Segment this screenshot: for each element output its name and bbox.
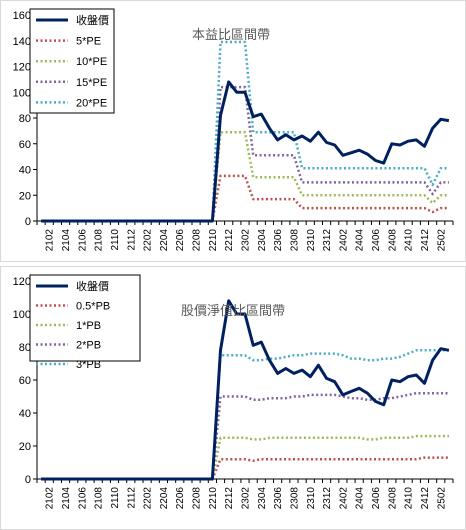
x-tick-label: 2406 xyxy=(371,487,382,510)
x-tick-label: 2308 xyxy=(289,229,300,252)
x-tick-label: 2402 xyxy=(338,229,349,252)
x-tick-label: 2112 xyxy=(126,487,137,509)
legend-box xyxy=(29,274,141,362)
y-tick-label: 0 xyxy=(25,216,31,228)
x-tick-label: 2106 xyxy=(77,229,88,252)
x-tick-label: 2104 xyxy=(61,229,72,252)
x-tick-label: 2212 xyxy=(224,487,235,510)
x-tick-label: 2304 xyxy=(257,487,268,510)
x-tick-label: 2102 xyxy=(45,487,56,510)
x-tick-label: 2208 xyxy=(192,487,203,510)
legend-label: 3*PB xyxy=(76,359,101,371)
x-tick-label: 2308 xyxy=(289,487,300,510)
y-tick-label: 120 xyxy=(13,276,31,288)
y-tick-label: 80 xyxy=(19,342,31,354)
x-tick-label: 2302 xyxy=(241,229,252,252)
x-tick-label: 2304 xyxy=(257,229,268,252)
legend-label: 0.5*PB xyxy=(76,301,110,313)
x-tick-label: 2204 xyxy=(159,229,170,252)
x-tick-label: 2206 xyxy=(175,487,186,510)
x-tick-label: 2302 xyxy=(241,487,252,510)
x-tick-label: 2106 xyxy=(77,487,88,510)
x-tick-label: 2202 xyxy=(143,487,154,510)
legend: 收盤價 0.5*PB 1*PB 2*PB 3*PB xyxy=(29,274,141,371)
y-tick-label: 40 xyxy=(19,408,31,420)
chart-title: 股價淨值比區間帶 xyxy=(181,303,285,318)
x-tick-label: 2104 xyxy=(61,487,72,510)
x-tick-label: 2312 xyxy=(322,487,333,510)
pe-band-chart-svg: 0 20 40 60 80 100 120 140 160 2102 2104 2106 2108 211… xyxy=(13,8,454,252)
legend-label: 2*PB xyxy=(76,340,101,352)
x-tick-label: 2502 xyxy=(436,229,447,252)
x-tick-label: 2202 xyxy=(143,229,154,252)
x-tick-label: 2412 xyxy=(420,229,431,252)
x-tick-label: 2110 xyxy=(110,229,121,251)
series-line-收盤價 xyxy=(41,80,450,223)
y-tick-label: 60 xyxy=(19,375,31,387)
legend-label: 10*PE xyxy=(76,56,107,68)
x-tick-label: 2310 xyxy=(306,229,317,252)
x-tick-label: 2312 xyxy=(322,229,333,252)
y-tick-label: 20 xyxy=(19,441,31,453)
x-tick-label: 2410 xyxy=(404,229,415,252)
x-tick-label: 2110 xyxy=(110,487,121,509)
y-tick-label: 80 xyxy=(19,113,31,125)
x-tick-label: 2408 xyxy=(387,487,398,510)
x-tick-label: 2112 xyxy=(126,229,137,251)
y-tick-label: 60 xyxy=(19,139,31,151)
legend-label: 15*PE xyxy=(76,77,107,89)
x-tick-label: 2206 xyxy=(175,229,186,252)
legend: 收盤價 5*PE 10*PE 15*PE 20*PE xyxy=(29,8,115,114)
x-tick-label: 2408 xyxy=(387,229,398,252)
y-tick-label: 120 xyxy=(13,62,31,74)
y-tick-label: 20 xyxy=(19,190,31,202)
x-tick-label: 2108 xyxy=(94,229,105,252)
x-tick-label: 2410 xyxy=(404,487,415,510)
x-tick-label: 2306 xyxy=(273,487,284,510)
series-line-收盤價 xyxy=(41,299,450,481)
y-tick-label: 40 xyxy=(19,165,31,177)
x-tick-label: 2204 xyxy=(159,487,170,510)
x-tick-label: 2102 xyxy=(45,229,56,252)
y-tick-label: 140 xyxy=(13,36,31,48)
x-tick-label: 2306 xyxy=(273,229,284,252)
x-tick-label: 2404 xyxy=(355,487,366,510)
y-tick-label: 160 xyxy=(13,10,31,22)
y-tick-label: 100 xyxy=(13,309,31,321)
x-tick-label: 2402 xyxy=(338,487,349,510)
legend-label: 收盤價 xyxy=(76,279,109,293)
x-tick-label: 2412 xyxy=(420,487,431,510)
x-tick-label: 2210 xyxy=(208,229,219,252)
x-tick-label: 2212 xyxy=(224,229,235,252)
legend-label: 收盤價 xyxy=(76,13,109,27)
pe-band-chart: 0 20 40 60 80 100 120 140 160 2102 2104 2106 2108 211… xyxy=(0,0,466,262)
x-tick-label: 2210 xyxy=(208,487,219,510)
legend-label: 1*PB xyxy=(76,320,101,332)
legend-label: 20*PE xyxy=(76,97,107,109)
chart-title: 本益比區間帶 xyxy=(192,27,270,42)
x-tick-label: 2310 xyxy=(306,487,317,510)
y-tick-label: 0 xyxy=(25,474,31,486)
pb-band-chart-svg: 0 20 40 60 80 100 120 2102 2104 2106 2108 2110 2112 2… xyxy=(13,274,454,510)
legend-box xyxy=(29,8,115,114)
x-tick-label: 2108 xyxy=(94,487,105,510)
x-tick-label: 2406 xyxy=(371,229,382,252)
pb-band-chart: 0 20 40 60 80 100 120 2102 2104 2106 2108 2110 2112 2… xyxy=(0,266,466,530)
legend-label: 5*PE xyxy=(76,36,101,48)
y-tick-label: 100 xyxy=(13,87,31,99)
x-tick-label: 2208 xyxy=(192,229,203,252)
x-tick-label: 2404 xyxy=(355,229,366,252)
x-tick-label: 2502 xyxy=(436,487,447,510)
